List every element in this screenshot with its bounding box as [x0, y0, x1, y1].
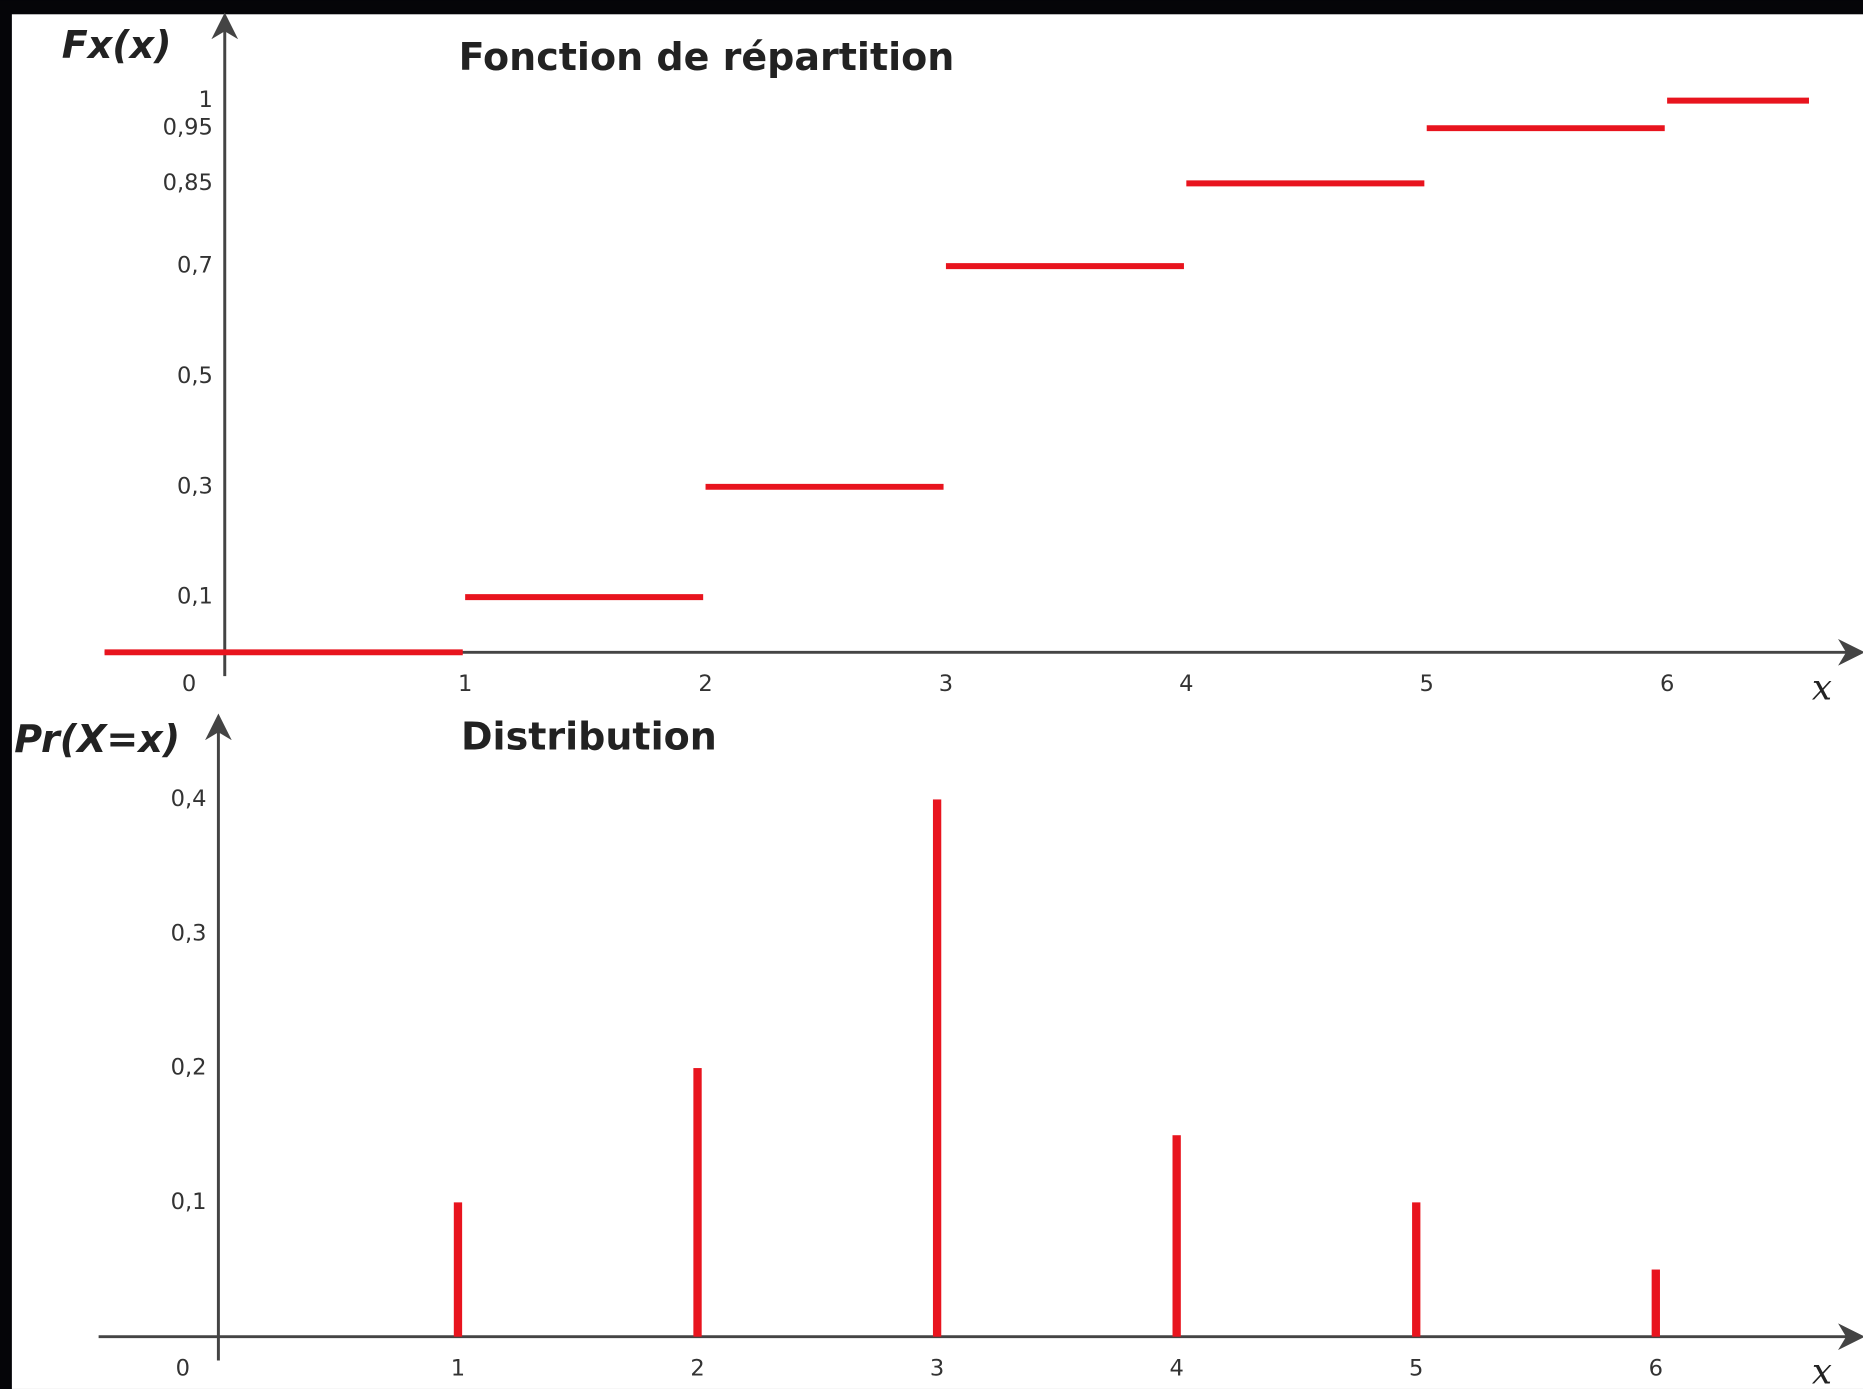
x-tick-label: 2	[698, 671, 712, 697]
x-tick-label: 2	[690, 1355, 704, 1381]
x-axis-label: x	[1812, 1352, 1832, 1389]
page: Fonction de répartition Fx(x) x 0,1 0,3 0,5 0,…	[0, 0, 1863, 1389]
x-tick-label: 1	[458, 671, 472, 697]
stem	[933, 799, 941, 1336]
x-tick-label: 6	[1649, 1355, 1663, 1381]
y-tick-label: 0,85	[163, 170, 213, 196]
x-tick-label: 6	[1660, 671, 1674, 697]
y-tick-label: 0,95	[163, 115, 213, 141]
stem	[1173, 1135, 1181, 1336]
chart-title: Fonction de répartition	[459, 35, 955, 79]
y-axis-label: Pr(X=x)	[14, 717, 180, 761]
stem	[1652, 1270, 1660, 1337]
y-tick-label: 1	[199, 87, 213, 113]
stem	[454, 1202, 462, 1336]
y-tick-label: 0,2	[171, 1055, 207, 1081]
y-tick-label: 0,1	[177, 584, 213, 610]
x-tick-label: 4	[1179, 671, 1193, 697]
y-tick-label: 0,7	[177, 253, 213, 279]
x-tick-label: 0	[182, 671, 196, 697]
x-tick-label: 1	[451, 1355, 465, 1381]
stem	[1412, 1202, 1420, 1336]
x-tick-label: 3	[930, 1355, 944, 1381]
x-axis-label: x	[1812, 667, 1832, 708]
x-tick-label: 0	[176, 1355, 190, 1381]
x-tick-label: 5	[1409, 1355, 1423, 1381]
x-tick-label: 4	[1169, 1355, 1183, 1381]
x-tick-label: 5	[1420, 671, 1434, 697]
y-axis-label: Fx(x)	[62, 23, 172, 67]
y-tick-label: 0,5	[177, 363, 213, 389]
y-tick-label: 0,4	[171, 786, 207, 812]
chart-title: Distribution	[461, 715, 717, 759]
y-tick-label: 0,1	[171, 1189, 207, 1215]
stem	[693, 1068, 701, 1337]
x-tick-label: 3	[939, 671, 953, 697]
y-tick-label: 0,3	[177, 473, 213, 499]
y-tick-label: 0,3	[171, 920, 207, 946]
